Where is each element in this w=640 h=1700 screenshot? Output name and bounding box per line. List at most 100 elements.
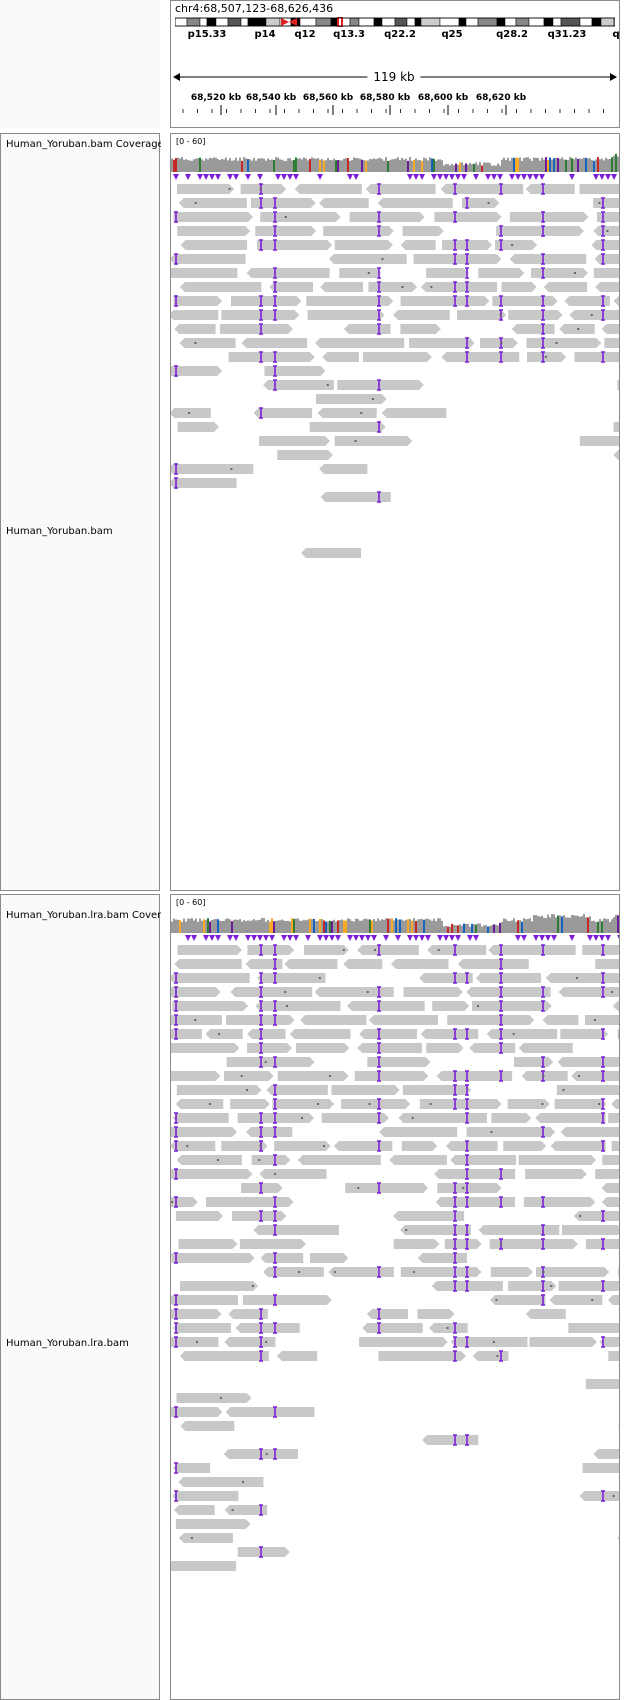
mismatch-marker bbox=[492, 1341, 495, 1343]
coverage-bar bbox=[423, 157, 425, 172]
aligned-read bbox=[420, 1029, 479, 1039]
aligned-read bbox=[177, 422, 220, 432]
coverage-bar bbox=[199, 918, 201, 933]
insertion-summary-marker bbox=[473, 935, 479, 941]
insertion-marker bbox=[541, 323, 545, 335]
aligned-read bbox=[231, 1211, 287, 1221]
coverage-bar bbox=[217, 919, 219, 933]
coverage-bar bbox=[419, 919, 421, 933]
coverage-bar bbox=[557, 157, 559, 172]
insertion-marker bbox=[273, 1000, 277, 1012]
track-data-panel-2[interactable]: [0 - 60] bbox=[170, 894, 620, 1700]
mismatch-marker bbox=[500, 1243, 503, 1245]
alignment-reads-2[interactable] bbox=[171, 935, 620, 1700]
mismatch-marker bbox=[196, 1341, 199, 1343]
coverage-bar bbox=[433, 158, 435, 172]
coverage-bar bbox=[189, 160, 191, 172]
coverage-track-label-1[interactable]: Human_Yoruban.bam Coverage bbox=[6, 139, 161, 150]
ideogram-band bbox=[265, 17, 281, 27]
coverage-bar bbox=[287, 158, 289, 172]
insertion-summary-marker bbox=[185, 935, 191, 941]
chromosome-ideogram[interactable] bbox=[175, 17, 615, 27]
insertion-marker bbox=[541, 225, 545, 237]
insertion-marker bbox=[465, 267, 469, 279]
insertion-marker bbox=[601, 1238, 605, 1250]
track-name-panel-2[interactable]: Human_Yoruban.lra.bam Coverage Human_Yor… bbox=[0, 894, 161, 1700]
aligned-read bbox=[331, 1085, 400, 1095]
aligned-read bbox=[334, 436, 413, 446]
insertion-marker bbox=[541, 183, 545, 195]
mismatch-marker bbox=[542, 1271, 545, 1273]
aligned-read bbox=[593, 226, 619, 236]
coverage-bar bbox=[489, 926, 491, 933]
coverage-bar bbox=[513, 157, 515, 172]
track-data-panel-1[interactable]: [0 - 60] bbox=[170, 133, 620, 891]
mismatch-marker bbox=[264, 1061, 267, 1063]
aligned-read bbox=[579, 1491, 619, 1501]
mismatch-marker bbox=[218, 1033, 221, 1035]
coverage-histogram-1[interactable] bbox=[171, 134, 620, 174]
coverage-bar bbox=[265, 921, 267, 933]
mismatch-marker bbox=[496, 1355, 499, 1357]
coverage-bar bbox=[241, 160, 243, 172]
aligned-read bbox=[579, 436, 619, 446]
coverage-bar bbox=[319, 159, 321, 172]
aligned-read bbox=[419, 973, 473, 983]
ideogram-band bbox=[552, 17, 562, 27]
coverage-bar bbox=[187, 918, 189, 933]
ruler-panel[interactable]: chr4:68,507,123-68,626,436 p15.33 p14 q12 q… bbox=[170, 0, 620, 128]
coverage-bar bbox=[455, 163, 457, 172]
mismatch-marker bbox=[326, 384, 329, 386]
insertion-summary-marker bbox=[473, 174, 479, 180]
alignment-track-label-2[interactable]: Human_Yoruban.lra.bam bbox=[6, 1338, 129, 1349]
coverage-bar bbox=[209, 921, 211, 933]
aligned-read bbox=[486, 1029, 558, 1039]
coverage-bar bbox=[235, 919, 237, 933]
coverage-track-label-2[interactable]: Human_Yoruban.lra.bam Coverage bbox=[6, 910, 161, 921]
coverage-histogram-2[interactable] bbox=[171, 895, 620, 935]
coverage-bar bbox=[609, 921, 611, 933]
aligned-read bbox=[320, 492, 391, 502]
insertion-marker bbox=[273, 1154, 277, 1166]
aligned-read bbox=[469, 1043, 516, 1053]
coverage-bar bbox=[351, 920, 353, 933]
aligned-read bbox=[599, 1337, 619, 1347]
insertion-summary-marker bbox=[437, 174, 443, 180]
aligned-read bbox=[294, 184, 362, 194]
insertion-marker bbox=[465, 253, 469, 265]
aligned-read bbox=[321, 1113, 390, 1123]
mismatch-marker bbox=[301, 1117, 304, 1119]
insertion-marker bbox=[273, 1448, 277, 1460]
insertion-summary-marker bbox=[335, 935, 341, 941]
insertion-marker bbox=[465, 1028, 469, 1040]
coverage-bar bbox=[327, 157, 329, 172]
aligned-read bbox=[525, 1169, 587, 1179]
aligned-read bbox=[556, 1085, 619, 1095]
aligned-read bbox=[230, 296, 302, 306]
coverage-bar bbox=[601, 921, 603, 933]
coverage-bar bbox=[431, 158, 433, 172]
insertion-marker bbox=[465, 1084, 469, 1096]
coverage-bar bbox=[363, 160, 365, 172]
coverage-bar bbox=[213, 919, 215, 933]
mismatch-marker bbox=[462, 1187, 465, 1189]
insertion-marker bbox=[453, 1322, 457, 1334]
aligned-read bbox=[450, 1155, 516, 1165]
coverage-bar bbox=[361, 159, 363, 172]
coverage-bar bbox=[427, 918, 429, 933]
track-name-panel-1[interactable]: Human_Yoruban.bam Coverage Human_Yoruban… bbox=[0, 133, 161, 891]
aligned-read bbox=[521, 1071, 568, 1081]
coverage-bar bbox=[497, 163, 499, 172]
alignment-reads-1[interactable] bbox=[171, 174, 620, 891]
ideogram-band bbox=[414, 17, 422, 27]
coverage-bar bbox=[429, 919, 431, 933]
insertion-summary-marker bbox=[329, 935, 335, 941]
aligned-read bbox=[595, 282, 619, 292]
coverage-bar bbox=[401, 919, 403, 933]
coverage-bar bbox=[453, 165, 455, 172]
aligned-read bbox=[391, 959, 449, 969]
aligned-read bbox=[339, 268, 382, 278]
coverage-bar bbox=[283, 160, 285, 172]
aligned-read bbox=[171, 1169, 253, 1179]
alignment-track-label-1[interactable]: Human_Yoruban.bam bbox=[6, 526, 113, 537]
